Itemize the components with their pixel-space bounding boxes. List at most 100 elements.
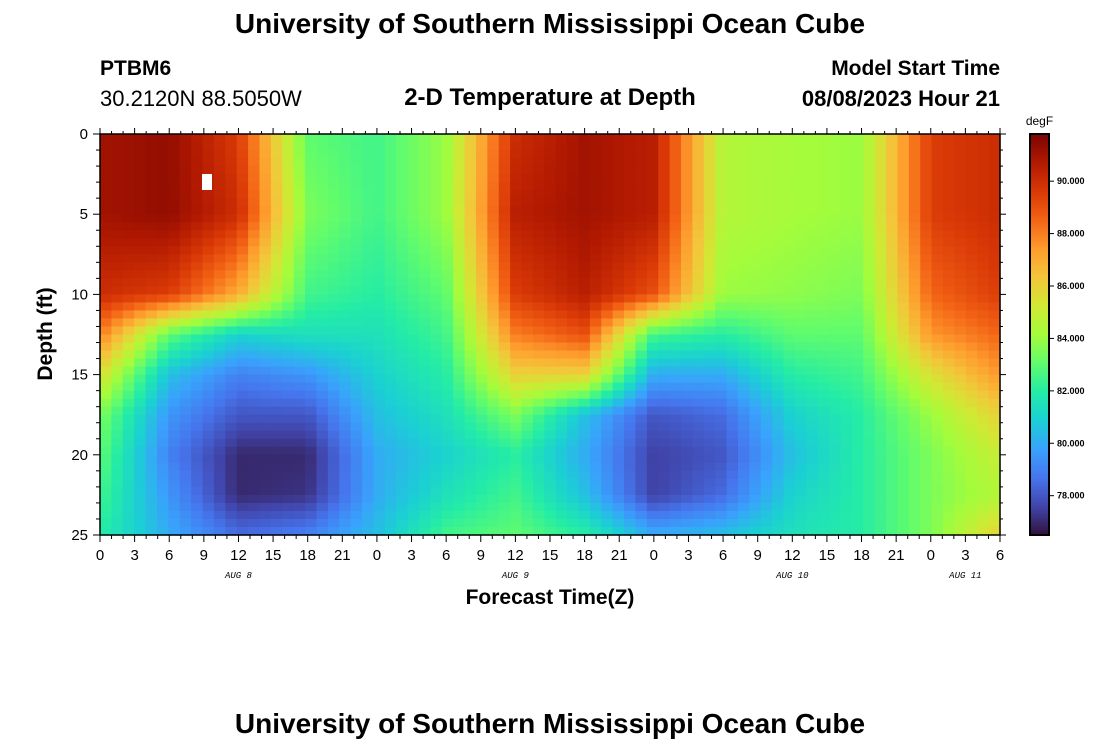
heatmap-cell: [931, 446, 944, 456]
heatmap-cell: [886, 190, 899, 199]
heatmap-cell: [840, 462, 853, 472]
heatmap-cell: [282, 150, 295, 159]
heatmap-cell: [760, 238, 773, 247]
heatmap-cell: [532, 286, 545, 295]
heatmap-cell: [441, 342, 454, 352]
heatmap-cell: [920, 334, 933, 344]
heatmap-cell: [270, 510, 283, 520]
heatmap-cell: [658, 198, 671, 207]
heatmap-cell: [498, 174, 511, 183]
x-tick-label: 12: [784, 547, 801, 564]
heatmap-cell: [931, 198, 944, 207]
heatmap-cell: [100, 182, 112, 191]
heatmap-cell: [293, 286, 306, 295]
heatmap-cell: [829, 238, 842, 247]
station-id: PTBM6: [100, 57, 172, 80]
heatmap-cell: [920, 142, 933, 151]
heatmap-cell: [874, 422, 887, 432]
heatmap-cell: [886, 462, 899, 472]
heatmap-cell: [624, 318, 637, 328]
heatmap-cell: [350, 326, 363, 336]
heatmap-cell: [521, 398, 534, 408]
heatmap-cell: [783, 134, 796, 143]
heatmap-cell: [703, 414, 716, 424]
heatmap-cell: [453, 526, 466, 536]
heatmap-cell: [293, 518, 306, 528]
heatmap-cell: [441, 254, 454, 263]
heatmap-cell: [578, 278, 591, 287]
heatmap-cell: [305, 398, 318, 408]
heatmap-cell: [988, 302, 1001, 312]
heatmap-cell: [760, 478, 773, 488]
heatmap-cell: [943, 214, 956, 223]
heatmap-cell: [384, 302, 397, 312]
heatmap-cell: [578, 478, 591, 488]
heatmap-cell: [612, 414, 625, 424]
heatmap-cell: [908, 326, 921, 336]
heatmap-cell: [430, 150, 443, 159]
heatmap-cell: [874, 286, 887, 295]
heatmap-cell: [737, 398, 750, 408]
heatmap-cell: [350, 382, 363, 392]
heatmap-cell: [954, 502, 967, 512]
heatmap-cell: [111, 254, 124, 263]
heatmap-cell: [658, 350, 671, 360]
heatmap-cell: [430, 166, 443, 175]
heatmap-cell: [407, 342, 420, 352]
heatmap-cell: [532, 198, 545, 207]
heatmap-cell: [635, 198, 648, 207]
heatmap-cell: [179, 334, 192, 344]
heatmap-cell: [943, 382, 956, 392]
heatmap-cell: [236, 206, 249, 215]
heatmap-cell: [544, 174, 557, 183]
heatmap-cell: [156, 294, 169, 304]
heatmap-cell: [487, 222, 500, 231]
heatmap-cell: [362, 318, 375, 328]
heatmap-cell: [282, 254, 295, 263]
heatmap-cell: [134, 198, 147, 207]
heatmap-cell: [191, 454, 204, 464]
heatmap-cell: [305, 206, 318, 215]
heatmap-cell: [737, 422, 750, 432]
heatmap-cell: [225, 254, 238, 263]
heatmap-cell: [521, 366, 534, 376]
heatmap-cell: [977, 286, 990, 295]
heatmap-cell: [316, 462, 329, 472]
heatmap-cell: [396, 414, 409, 424]
heatmap-cell: [635, 398, 648, 408]
heatmap-cell: [658, 342, 671, 352]
heatmap-cell: [681, 262, 693, 271]
heatmap-cell: [327, 462, 340, 472]
heatmap-cell: [225, 318, 238, 328]
heatmap-cell: [908, 294, 921, 304]
heatmap-cell: [977, 438, 990, 448]
heatmap-cell: [703, 278, 716, 287]
heatmap-cell: [794, 214, 807, 223]
heatmap-cell: [213, 278, 226, 287]
heatmap-cell: [601, 158, 614, 167]
heatmap-cell: [248, 206, 261, 215]
heatmap-cell: [749, 502, 762, 512]
heatmap-cell: [624, 358, 637, 368]
heatmap-cell: [920, 182, 933, 191]
heatmap-cell: [874, 494, 887, 504]
heatmap-cell: [737, 430, 750, 440]
heatmap-cell: [236, 470, 249, 480]
heatmap-cell: [703, 518, 716, 528]
heatmap-cell: [965, 294, 978, 304]
heatmap-cell: [362, 270, 375, 279]
heatmap-cell: [760, 286, 773, 295]
heatmap-cell: [441, 246, 454, 255]
heatmap-cell: [658, 142, 671, 151]
heatmap-cell: [589, 446, 602, 456]
heatmap-cell: [430, 254, 443, 263]
heatmap-cell: [897, 326, 910, 336]
heatmap-cell: [794, 366, 807, 376]
heatmap-cell: [521, 134, 534, 143]
heatmap-cell: [977, 518, 990, 528]
heatmap-cell: [407, 478, 420, 488]
heatmap-cell: [840, 166, 853, 175]
heatmap-cell: [669, 486, 682, 496]
heatmap-cell: [202, 494, 215, 504]
heatmap-cell: [578, 142, 591, 151]
